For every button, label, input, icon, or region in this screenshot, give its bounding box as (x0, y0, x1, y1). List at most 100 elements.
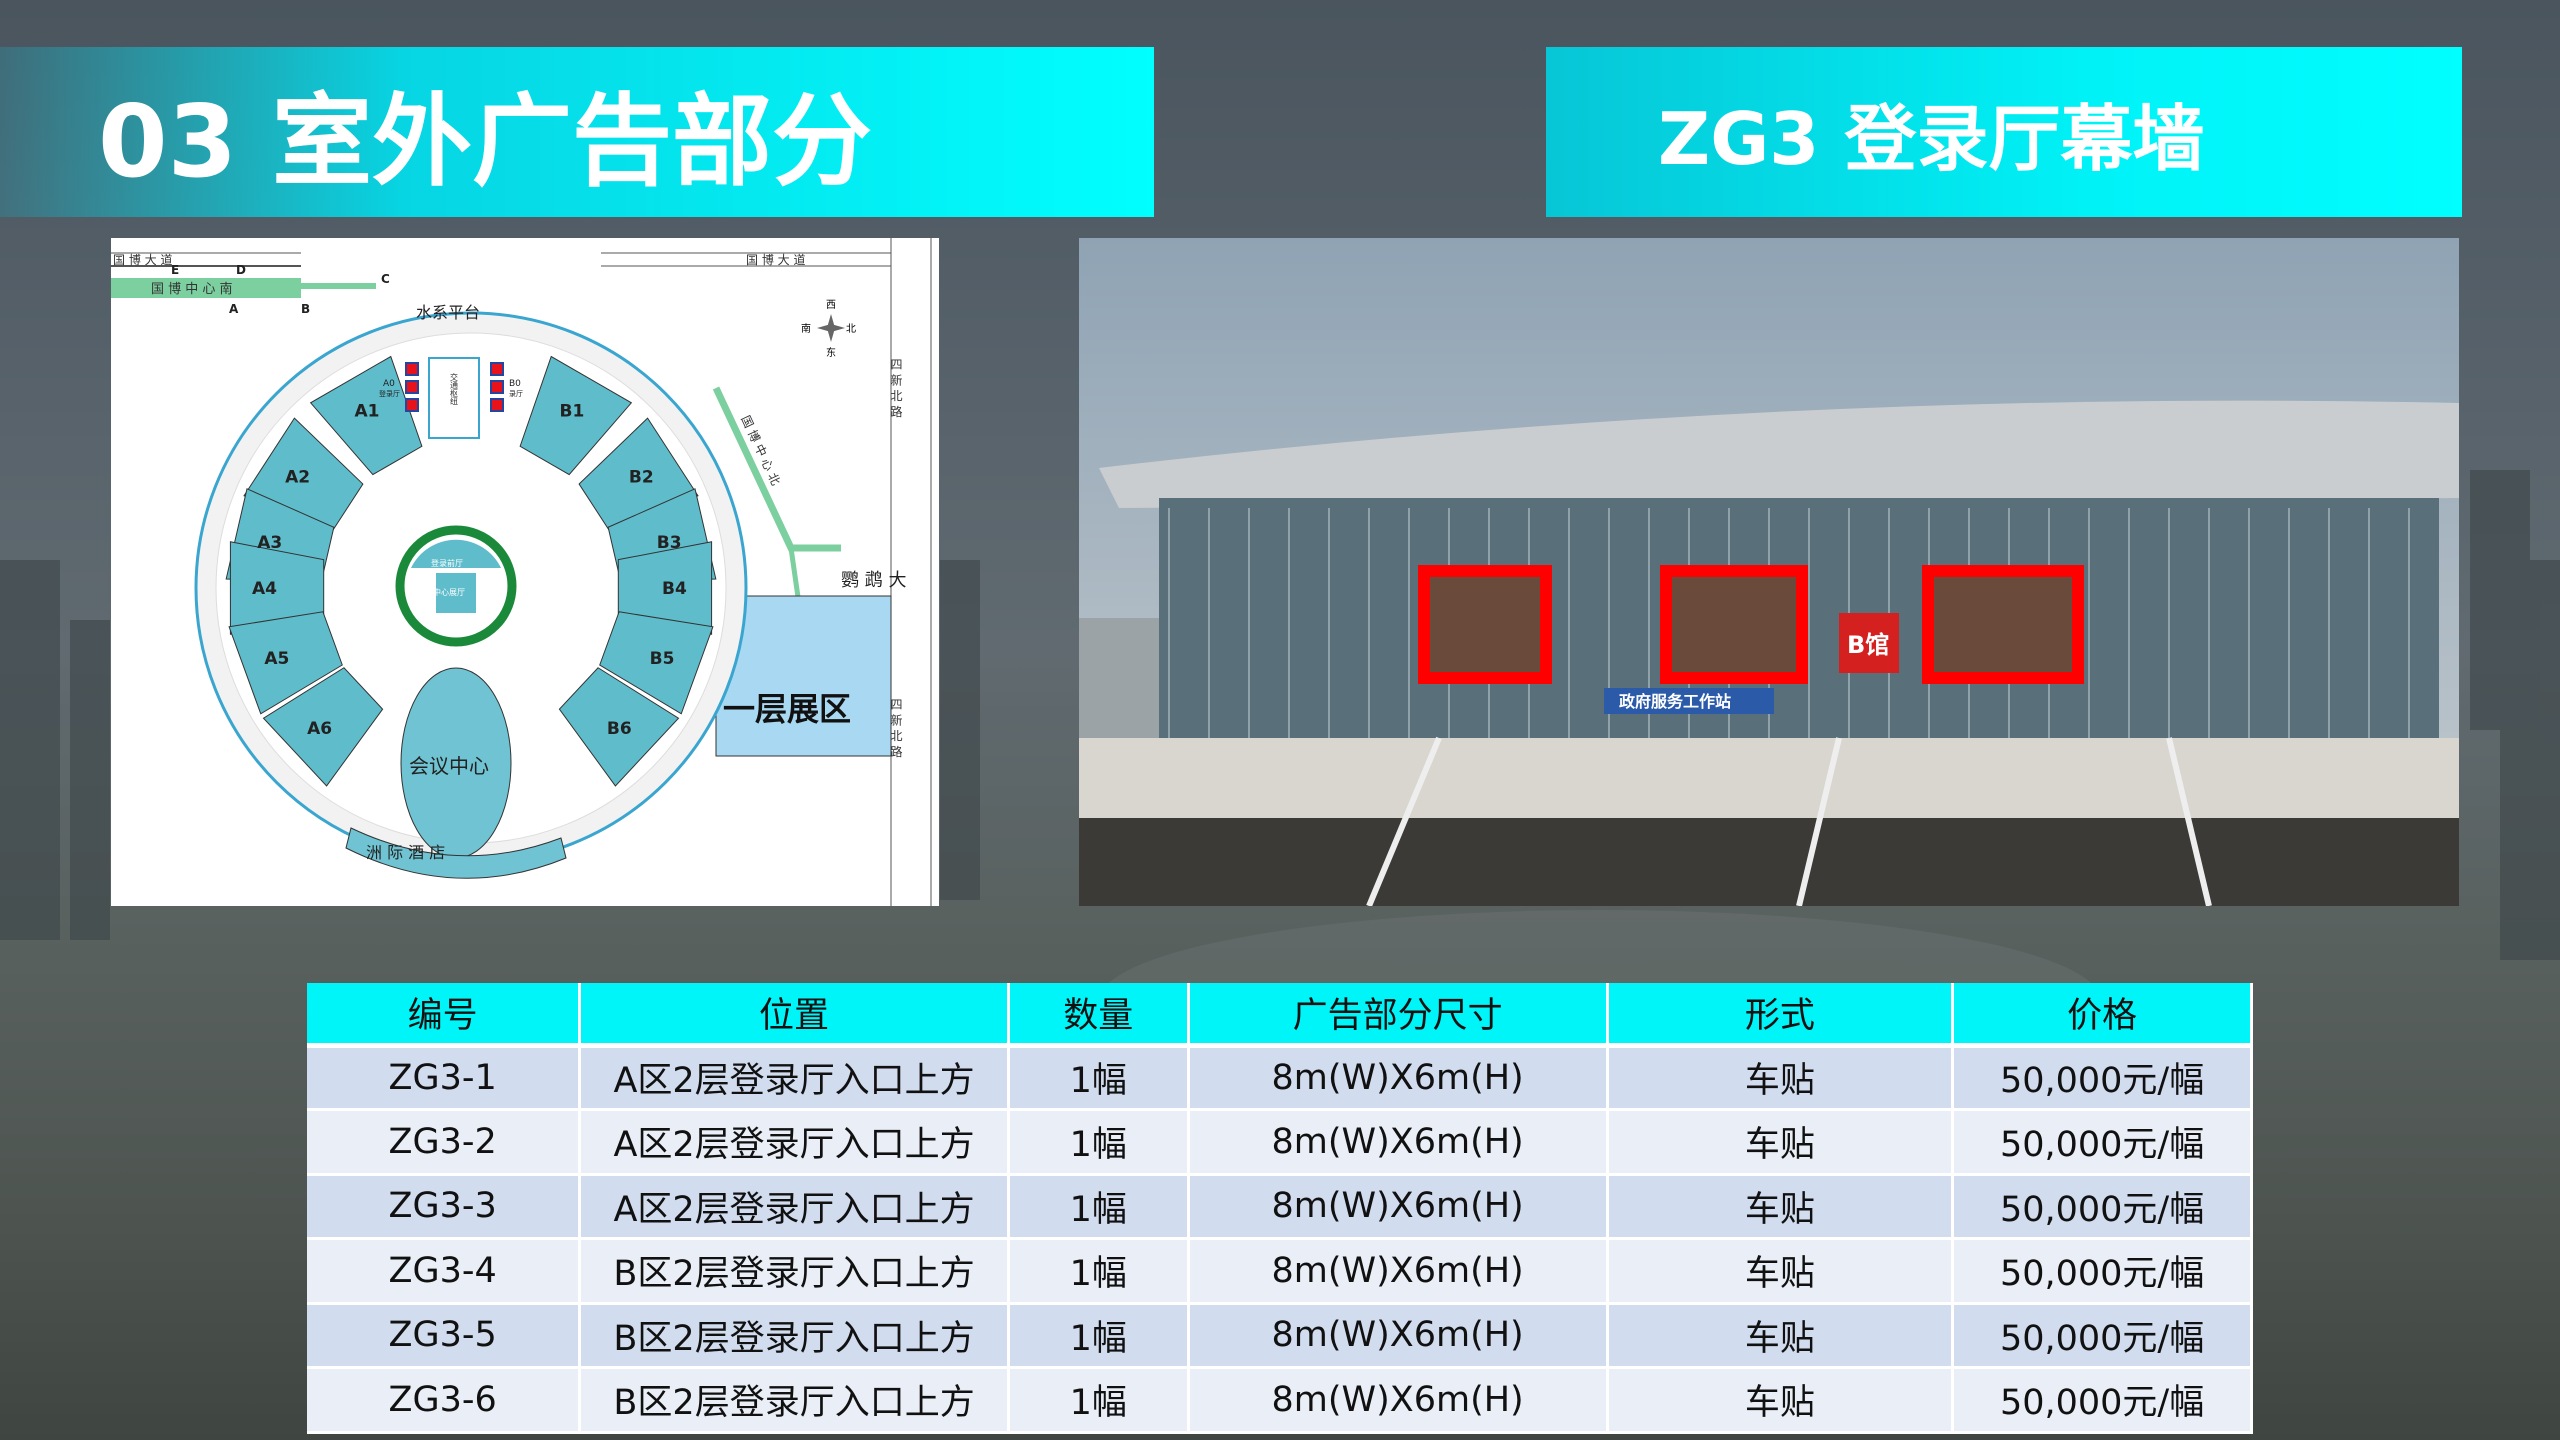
hall-label: A3 (257, 533, 282, 553)
water-platform-label: 水系平台 (416, 303, 480, 322)
table-cell: ZG3-3 (307, 1174, 582, 1240)
table-cell: 8m(W)X6m(H) (1188, 1303, 1609, 1369)
table-cell: 1幅 (1008, 1238, 1190, 1305)
table-cell: ZG3-1 (307, 1045, 582, 1111)
metro-exit-label: A (229, 302, 239, 316)
table-row: ZG3-1 A区2层登录厅入口上方 1幅 8m(W)X6m(H) 车贴 50,000元/幅 (307, 1045, 2253, 1111)
road-label: 国 博 大 道 (113, 252, 172, 267)
exhibition-hall (617, 541, 713, 635)
table-cell: A区2层登录厅入口上方 (579, 1174, 1010, 1240)
hall-label: A4 (252, 579, 277, 599)
front-hall-label: 登录前厅 (431, 558, 463, 568)
table-cell: 8m(W)X6m(H) (1188, 1238, 1609, 1305)
ad-marker (490, 380, 504, 394)
hall-sign (1839, 613, 1899, 673)
table-cell: 8m(W)X6m(H) (1188, 1174, 1609, 1240)
hall-label: B2 (629, 467, 654, 487)
compass-icon (817, 314, 845, 342)
table-cell: 车贴 (1607, 1303, 1955, 1369)
hall-b0-sublabel: 录厅 (509, 390, 523, 398)
column-header: 价格 (1952, 983, 2253, 1048)
first-floor-label: 一层展区 (723, 690, 851, 728)
hall-label: B4 (662, 579, 687, 599)
table-cell: ZG3-5 (307, 1303, 582, 1369)
table-cell: 1幅 (1008, 1045, 1190, 1111)
metro-exit-label: C (381, 272, 390, 286)
table-cell: 50,000元/幅 (1952, 1045, 2253, 1111)
road-label: 四 新 北 路 (889, 698, 903, 758)
hall-label: A2 (285, 467, 310, 487)
table-cell: 车贴 (1607, 1174, 1955, 1240)
table-cell: 车贴 (1607, 1109, 1955, 1176)
table-row: ZG3-3 A区2层登录厅入口上方 1幅 8m(W)X6m(H) 车贴 50,000元/幅 (307, 1174, 2253, 1240)
ad-marker (405, 380, 419, 394)
hall-sign-text: B馆 (1847, 631, 1889, 659)
service-banner-text: 政府服务工作站 (1619, 692, 1731, 711)
column-header: 形式 (1607, 983, 1955, 1048)
table-row: ZG3-2 A区2层登录厅入口上方 1幅 8m(W)X6m(H) 车贴 50,000元/幅 (307, 1109, 2253, 1176)
vip-label: VIP厅 (446, 625, 462, 632)
table-row: ZG3-5 B区2层登录厅入口上方 1幅 8m(W)X6m(H) 车贴 50,000元/幅 (307, 1303, 2253, 1369)
exhibition-hall (309, 355, 423, 476)
table-cell: 50,000元/幅 (1952, 1174, 2253, 1240)
table-cell: ZG3-2 (307, 1109, 582, 1176)
hall-label: A5 (264, 649, 289, 669)
ad-pricing-table: 编号 位置 数量 广告部分尺寸 形式 价格 ZG3-1 A区2层登录厅入口上方 1幅 8m(W)… (307, 983, 2253, 1434)
table-cell: 1幅 (1008, 1174, 1190, 1240)
hall-label: A1 (355, 401, 380, 421)
ad-frame (1922, 565, 2084, 684)
column-header: 编号 (307, 983, 582, 1048)
compass-north: 北 (846, 323, 856, 335)
table-row: ZG3-4 B区2层登录厅入口上方 1幅 8m(W)X6m(H) 车贴 50,000元/幅 (307, 1238, 2253, 1305)
table-cell: 8m(W)X6m(H) (1188, 1109, 1609, 1176)
table-cell: ZG3-6 (307, 1367, 582, 1434)
table-cell: 50,000元/幅 (1952, 1238, 2253, 1305)
column-header: 数量 (1008, 983, 1190, 1048)
exhibition-hall (262, 667, 384, 787)
hall-a0-label: A0 (383, 379, 395, 389)
table-cell: 1幅 (1008, 1367, 1190, 1434)
road-label: 鹦 鹉 大 (841, 570, 906, 591)
compass-south: 南 (801, 322, 811, 335)
table-row: ZG3-6 B区2层登录厅入口上方 1幅 8m(W)X6m(H) 车贴 50,000元/幅 (307, 1367, 2253, 1434)
table-cell: 1幅 (1008, 1303, 1190, 1369)
ad-marker (490, 362, 504, 376)
exhibition-hall (228, 611, 343, 715)
table-cell: 车贴 (1607, 1045, 1955, 1111)
ad-frames (1418, 565, 2084, 684)
venue-photo: 政府服务工作站 B馆 (1079, 238, 2459, 906)
page-title: 03 室外广告部分 (0, 47, 1154, 217)
metro-exit-label: B (301, 302, 310, 316)
column-header: 位置 (579, 983, 1010, 1048)
table-header-row: 编号 位置 数量 广告部分尺寸 形式 价格 (307, 983, 2253, 1048)
table-cell: B区2层登录厅入口上方 (579, 1367, 1010, 1434)
hall-a0-sublabel: 登录厅 (379, 389, 400, 398)
hotel-label: 洲 际 酒 店 (366, 843, 445, 862)
table-cell: 车贴 (1607, 1238, 1955, 1305)
hall-label: B6 (607, 719, 632, 739)
column-header: 广告部分尺寸 (1188, 983, 1609, 1048)
table-cell: 1幅 (1008, 1109, 1190, 1176)
road-label: 四 新 北 路 (889, 358, 903, 418)
compass-west: 西 (826, 300, 836, 311)
exhibition-hall (519, 355, 633, 476)
table-cell: A区2层登录厅入口上方 (579, 1045, 1010, 1111)
center-hall-label: 中心展厅 (433, 587, 465, 597)
exhibition-hall (599, 611, 714, 715)
table-cell: 50,000元/幅 (1952, 1109, 2253, 1176)
hall-label: A6 (307, 719, 332, 739)
hall-label: B3 (657, 533, 682, 553)
metro-exit-label: E (171, 263, 179, 277)
conference-label: 会议中心 (409, 754, 489, 778)
ad-frame (1418, 565, 1552, 684)
exhibition-hall (558, 667, 680, 787)
transit-hub-label: 交通枢纽 (450, 372, 459, 405)
table-cell: 8m(W)X6m(H) (1188, 1045, 1609, 1111)
hall-b0-label: B0 (509, 379, 521, 389)
table-cell: 50,000元/幅 (1952, 1303, 2253, 1369)
section-subtitle: ZG3 登录厅幕墙 (1546, 47, 2462, 217)
service-banner (1604, 688, 1774, 714)
ad-marker (490, 398, 504, 412)
ad-marker (405, 362, 419, 376)
table-cell: B区2层登录厅入口上方 (579, 1303, 1010, 1369)
